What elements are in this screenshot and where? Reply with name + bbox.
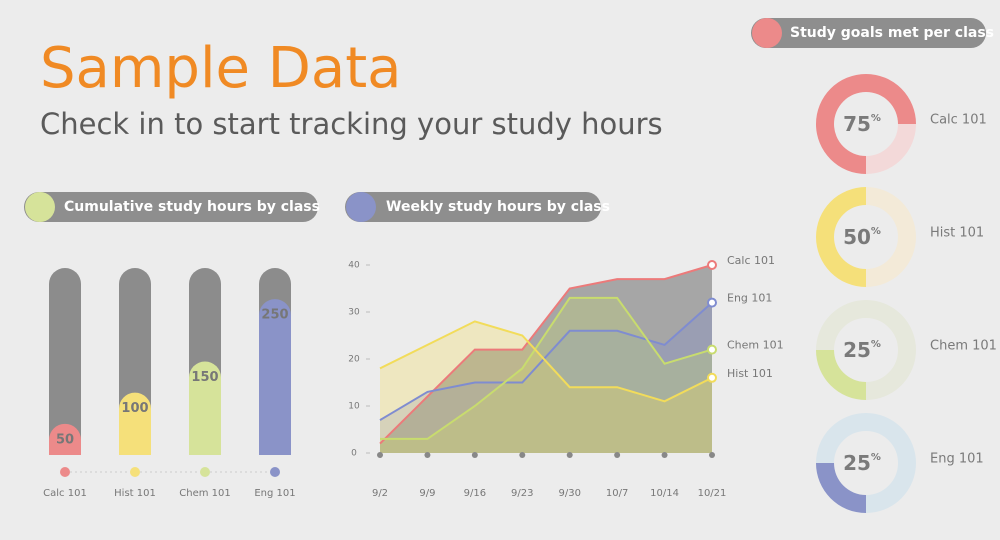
value-unit: %: [871, 113, 881, 124]
series-label: Chem 101: [727, 339, 784, 352]
y-tick-label: 10: [348, 402, 360, 412]
x-tick-label: Chem 101: [179, 488, 230, 499]
chart-title: Study goals met per class: [790, 25, 994, 41]
value-number: 25: [843, 451, 871, 475]
value-label: 25%: [843, 338, 881, 362]
header-pill: [24, 192, 318, 222]
value-number: 75: [843, 112, 871, 136]
value-unit: %: [871, 226, 881, 237]
value-label: 50: [56, 432, 74, 447]
value-number: 25: [843, 338, 871, 362]
donut-slice: [816, 463, 866, 513]
value-label: 150: [191, 370, 218, 385]
end-marker: [707, 260, 717, 270]
bar: [49, 423, 81, 455]
series-line: [380, 296, 713, 440]
x-dot: [709, 452, 715, 458]
x-tick-label: 10/14: [650, 488, 679, 499]
category-label: Calc 101: [930, 113, 987, 128]
y-tick-label: 0: [351, 449, 357, 459]
pill-icon: [346, 192, 376, 222]
bar: [259, 299, 291, 455]
legend-dot: [60, 467, 70, 477]
tube: [49, 268, 81, 455]
chart-title: Weekly study hours by class: [386, 199, 610, 215]
value-unit: %: [871, 452, 881, 463]
x-tick-label: 9/2: [372, 488, 388, 499]
value-label: 50%: [843, 225, 881, 249]
value-label: 250: [261, 308, 288, 323]
value-unit: %: [871, 339, 881, 350]
series-label: Eng 101: [727, 292, 772, 305]
category-label: Eng 101: [930, 452, 984, 467]
legend-dot: [200, 467, 210, 477]
series-label: Hist 101: [727, 367, 773, 380]
donut-slice: [816, 187, 866, 287]
value-label: 25%: [843, 451, 881, 475]
x-dot: [566, 452, 573, 458]
end-marker: [707, 344, 717, 355]
donut-slice: [816, 74, 916, 174]
header-pill: [345, 192, 601, 222]
x-dot: [661, 452, 668, 458]
x-tick-label: 9/23: [511, 488, 533, 499]
page-subtitle: Check in to start tracking your study ho…: [40, 107, 663, 141]
donut-slice: [816, 350, 866, 400]
value-label: 75%: [843, 112, 881, 136]
page-title: Sample Data: [40, 36, 401, 101]
series-line: [379, 264, 713, 445]
y-tick-label: 40: [348, 261, 360, 271]
legend-dot: [270, 467, 280, 477]
x-dot: [424, 452, 431, 458]
area: [380, 321, 712, 453]
value-label: 100: [121, 401, 148, 416]
x-dot: [377, 452, 383, 458]
category-label: Chem 101: [930, 339, 997, 354]
pill-icon: [752, 18, 782, 48]
area: [380, 265, 712, 453]
category-label: Hist 101: [930, 226, 984, 241]
pill-icon: [25, 192, 55, 222]
chart-title: Cumulative study hours by class: [64, 199, 320, 215]
series-line: [379, 320, 713, 403]
end-marker: [707, 372, 717, 383]
y-tick-label: 20: [348, 355, 360, 365]
x-tick-label: Eng 101: [254, 488, 295, 499]
value-number: 50: [843, 225, 871, 249]
bar: [189, 361, 221, 455]
y-tick-label: 30: [348, 308, 360, 318]
header-pill: [751, 18, 986, 48]
x-tick-label: 10/21: [698, 488, 727, 499]
x-dot: [471, 452, 478, 458]
end-marker: [707, 297, 717, 308]
x-tick-label: Hist 101: [114, 488, 156, 499]
x-dot: [519, 452, 526, 458]
x-tick-label: Calc 101: [43, 488, 87, 499]
series-line: [379, 301, 713, 421]
x-tick-label: 10/7: [606, 488, 628, 499]
x-tick-label: 9/9: [419, 488, 435, 499]
legend-dot: [130, 467, 140, 477]
series-label: Calc 101: [727, 254, 775, 267]
x-tick-label: 9/16: [464, 488, 486, 499]
x-tick-label: 9/30: [558, 488, 580, 499]
bar: [119, 392, 151, 455]
x-dot: [614, 452, 621, 458]
